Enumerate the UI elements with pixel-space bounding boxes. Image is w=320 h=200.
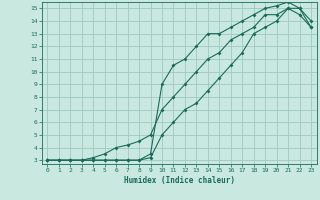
X-axis label: Humidex (Indice chaleur): Humidex (Indice chaleur)	[124, 176, 235, 185]
